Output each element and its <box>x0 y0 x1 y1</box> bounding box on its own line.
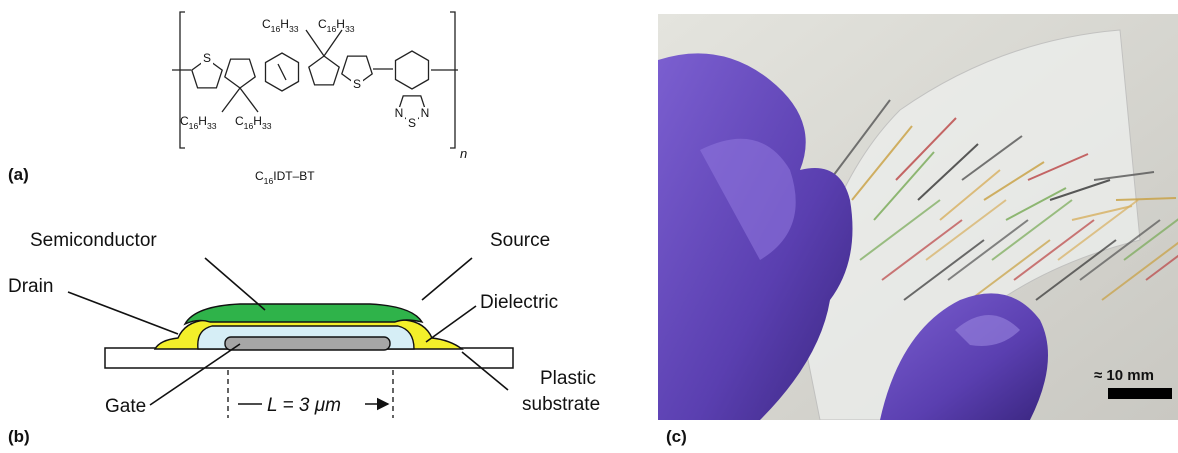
source-label: Source <box>490 230 550 251</box>
ring <box>309 56 339 85</box>
gate <box>225 337 390 350</box>
channel-length: L = 3 μm <box>267 395 341 416</box>
atom: N <box>421 106 430 120</box>
panel-label: (a) <box>8 165 29 184</box>
gate-label: Gate <box>105 396 146 417</box>
atom: S <box>203 51 211 65</box>
panel-label: (c) <box>666 427 687 446</box>
repeat-index: n <box>460 146 467 161</box>
leader <box>422 258 472 300</box>
ring <box>396 51 429 89</box>
semiconductor <box>185 304 422 324</box>
drain-label: Drain <box>8 276 53 297</box>
figure: SSNSNC16H33C16H33C16H33C16H33n (a) C16ID… <box>0 0 1178 453</box>
substituent: C16H33 <box>318 17 355 34</box>
atom: N <box>395 106 404 120</box>
leader <box>68 292 178 334</box>
semiconductor-label: Semiconductor <box>30 230 157 251</box>
substituent: C16H33 <box>235 114 272 131</box>
panel-label: (b) <box>8 427 30 446</box>
device <box>68 258 513 418</box>
substituent: C16H33 <box>180 114 217 131</box>
substrate-label: substrate <box>522 394 600 415</box>
substrate-label: Plastic <box>540 368 596 389</box>
bond <box>172 30 458 112</box>
leader <box>426 306 476 342</box>
leader <box>205 258 265 310</box>
atom: S <box>353 77 361 91</box>
atom: S <box>408 116 416 130</box>
ring <box>225 59 255 88</box>
dielectric-label: Dielectric <box>480 292 558 313</box>
substrate <box>105 348 513 368</box>
substituent: C16H33 <box>262 17 299 34</box>
scale-bar-label: ≈ 10 mm <box>1094 367 1154 384</box>
molecule-name: C16IDT–BT <box>255 169 315 186</box>
photo <box>658 14 1178 420</box>
